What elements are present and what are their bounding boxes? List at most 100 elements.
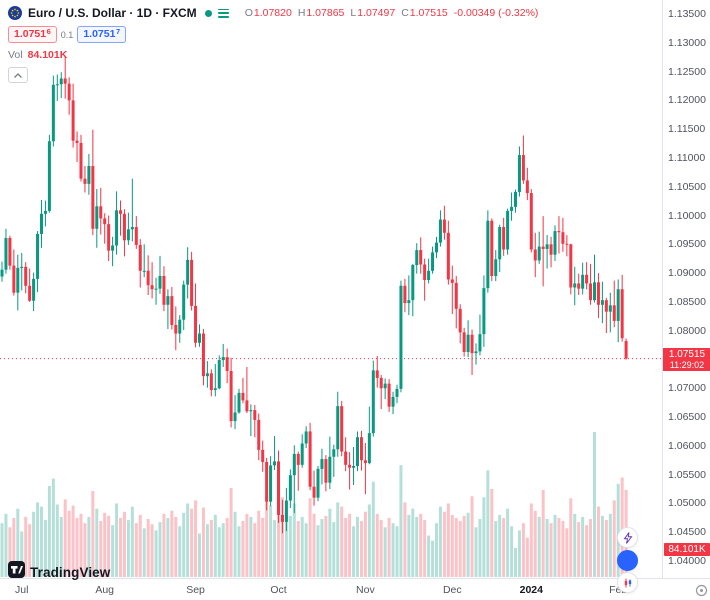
candle-body xyxy=(423,264,427,281)
volume-bar xyxy=(596,506,600,577)
time-tick-label: Nov xyxy=(356,584,375,596)
candle-body xyxy=(573,283,577,288)
quick-actions-button[interactable] xyxy=(617,527,638,548)
candle-body xyxy=(620,289,624,339)
candle-body xyxy=(462,332,466,352)
price-tick-label: 1.05500 xyxy=(668,468,706,481)
candle-body xyxy=(541,246,545,249)
candle-body xyxy=(55,84,59,86)
volume-bar xyxy=(67,510,71,577)
volume-bar xyxy=(478,519,482,577)
collapse-legend-button[interactable] xyxy=(8,67,28,83)
volume-bar xyxy=(253,523,257,577)
candle-body xyxy=(186,259,190,285)
volume-bar xyxy=(198,533,201,577)
price-tick-label: 1.08500 xyxy=(668,295,706,308)
time-axis[interactable]: Jul Aug Sep Oct Nov Dec 2024 Feb xyxy=(0,578,710,600)
candle-body xyxy=(478,334,482,352)
trading-panel-button[interactable] xyxy=(617,572,638,593)
volume-bar xyxy=(573,513,577,577)
candle-body xyxy=(130,227,134,230)
volume-bar xyxy=(201,507,205,577)
candle-body xyxy=(217,360,221,389)
time-tick-label: Aug xyxy=(95,584,115,596)
volume-bar xyxy=(122,511,126,577)
volume-bar xyxy=(510,526,514,577)
candle-body xyxy=(16,267,20,293)
volume-bar xyxy=(585,525,589,577)
candle-body xyxy=(427,270,431,281)
candle-body xyxy=(209,373,213,390)
candle-body xyxy=(442,219,446,233)
volume-bar xyxy=(300,516,304,577)
volume-bar xyxy=(403,502,407,577)
tradingview-logo[interactable]: TradingView xyxy=(8,561,110,583)
axis-settings-icon[interactable] xyxy=(695,584,708,597)
legend-symbol-row: Euro / U.S. Dollar · 1D · FXCM O 1.07820 … xyxy=(8,6,538,20)
candle-body xyxy=(91,166,95,229)
candle-body xyxy=(565,243,569,245)
candle-body xyxy=(470,334,474,354)
volume-bar xyxy=(166,517,170,577)
volume-bar xyxy=(71,505,75,577)
close-value: 1.07515 xyxy=(409,7,448,19)
volume-bar xyxy=(486,470,490,577)
volume-bar xyxy=(399,465,403,577)
candle-body xyxy=(344,451,348,465)
candle-body xyxy=(391,396,395,407)
tradingview-logo-icon xyxy=(8,561,25,583)
candle-body xyxy=(75,140,79,143)
price-tick-label: 1.13500 xyxy=(668,8,706,20)
candle-body xyxy=(170,296,174,325)
candle-body xyxy=(371,370,375,434)
candle-body xyxy=(529,193,533,250)
volume-bar xyxy=(284,509,288,577)
candle-body xyxy=(324,459,328,483)
volume-bar xyxy=(521,523,525,577)
candlestick-chart[interactable] xyxy=(0,0,662,578)
volume-bar xyxy=(288,515,292,577)
volume-bar xyxy=(292,503,296,577)
candle-body xyxy=(0,269,4,277)
volume-bar xyxy=(103,512,107,577)
volume-bar xyxy=(537,516,541,577)
candle-body xyxy=(581,274,585,289)
volume-bar xyxy=(47,485,51,577)
candle-body xyxy=(482,288,486,335)
candle-body xyxy=(51,84,55,142)
volume-bar xyxy=(383,527,387,577)
quick-menu-icon[interactable] xyxy=(217,8,229,18)
volume-bar xyxy=(308,498,312,577)
candle-body xyxy=(59,78,63,85)
legend-volume-row: Vol 84.101K xyxy=(8,49,538,61)
volume-bar xyxy=(186,503,190,577)
tradingview-logo-text: TradingView xyxy=(30,564,111,580)
time-tick-label: Jul xyxy=(15,584,29,596)
candle-body xyxy=(525,180,529,194)
ask-price-badge[interactable]: 1.0751 7 xyxy=(77,26,127,43)
volume-bar xyxy=(423,520,427,577)
candle-body xyxy=(213,388,217,390)
candle-body xyxy=(269,465,273,502)
candle-body xyxy=(12,265,16,293)
publish-idea-button[interactable] xyxy=(617,550,638,571)
market-status-dot-icon[interactable] xyxy=(204,9,212,17)
candle-body xyxy=(292,453,296,476)
candle-body xyxy=(553,231,557,255)
candle-body xyxy=(67,83,71,101)
volume-bar xyxy=(138,514,142,577)
price-axis[interactable]: 1.07515 11:29:02 84.101K 1.13500 1.13000 1… xyxy=(662,0,710,578)
candle-body xyxy=(600,300,604,305)
legend-quote-row: 1.0751 6 0.1 1.0751 7 xyxy=(8,26,538,43)
candle-body xyxy=(107,224,111,251)
candle-body xyxy=(257,419,261,450)
symbol-title[interactable]: Euro / U.S. Dollar · 1D · FXCM xyxy=(28,6,197,20)
candle-body xyxy=(308,431,312,487)
volume-bar xyxy=(0,523,4,577)
volume-bar xyxy=(332,522,336,577)
volume-bar xyxy=(608,513,612,577)
open-label: O xyxy=(244,7,253,19)
open-value: 1.07820 xyxy=(253,7,292,19)
bid-price-badge[interactable]: 1.0751 6 xyxy=(8,26,57,43)
volume-bar xyxy=(387,517,391,577)
